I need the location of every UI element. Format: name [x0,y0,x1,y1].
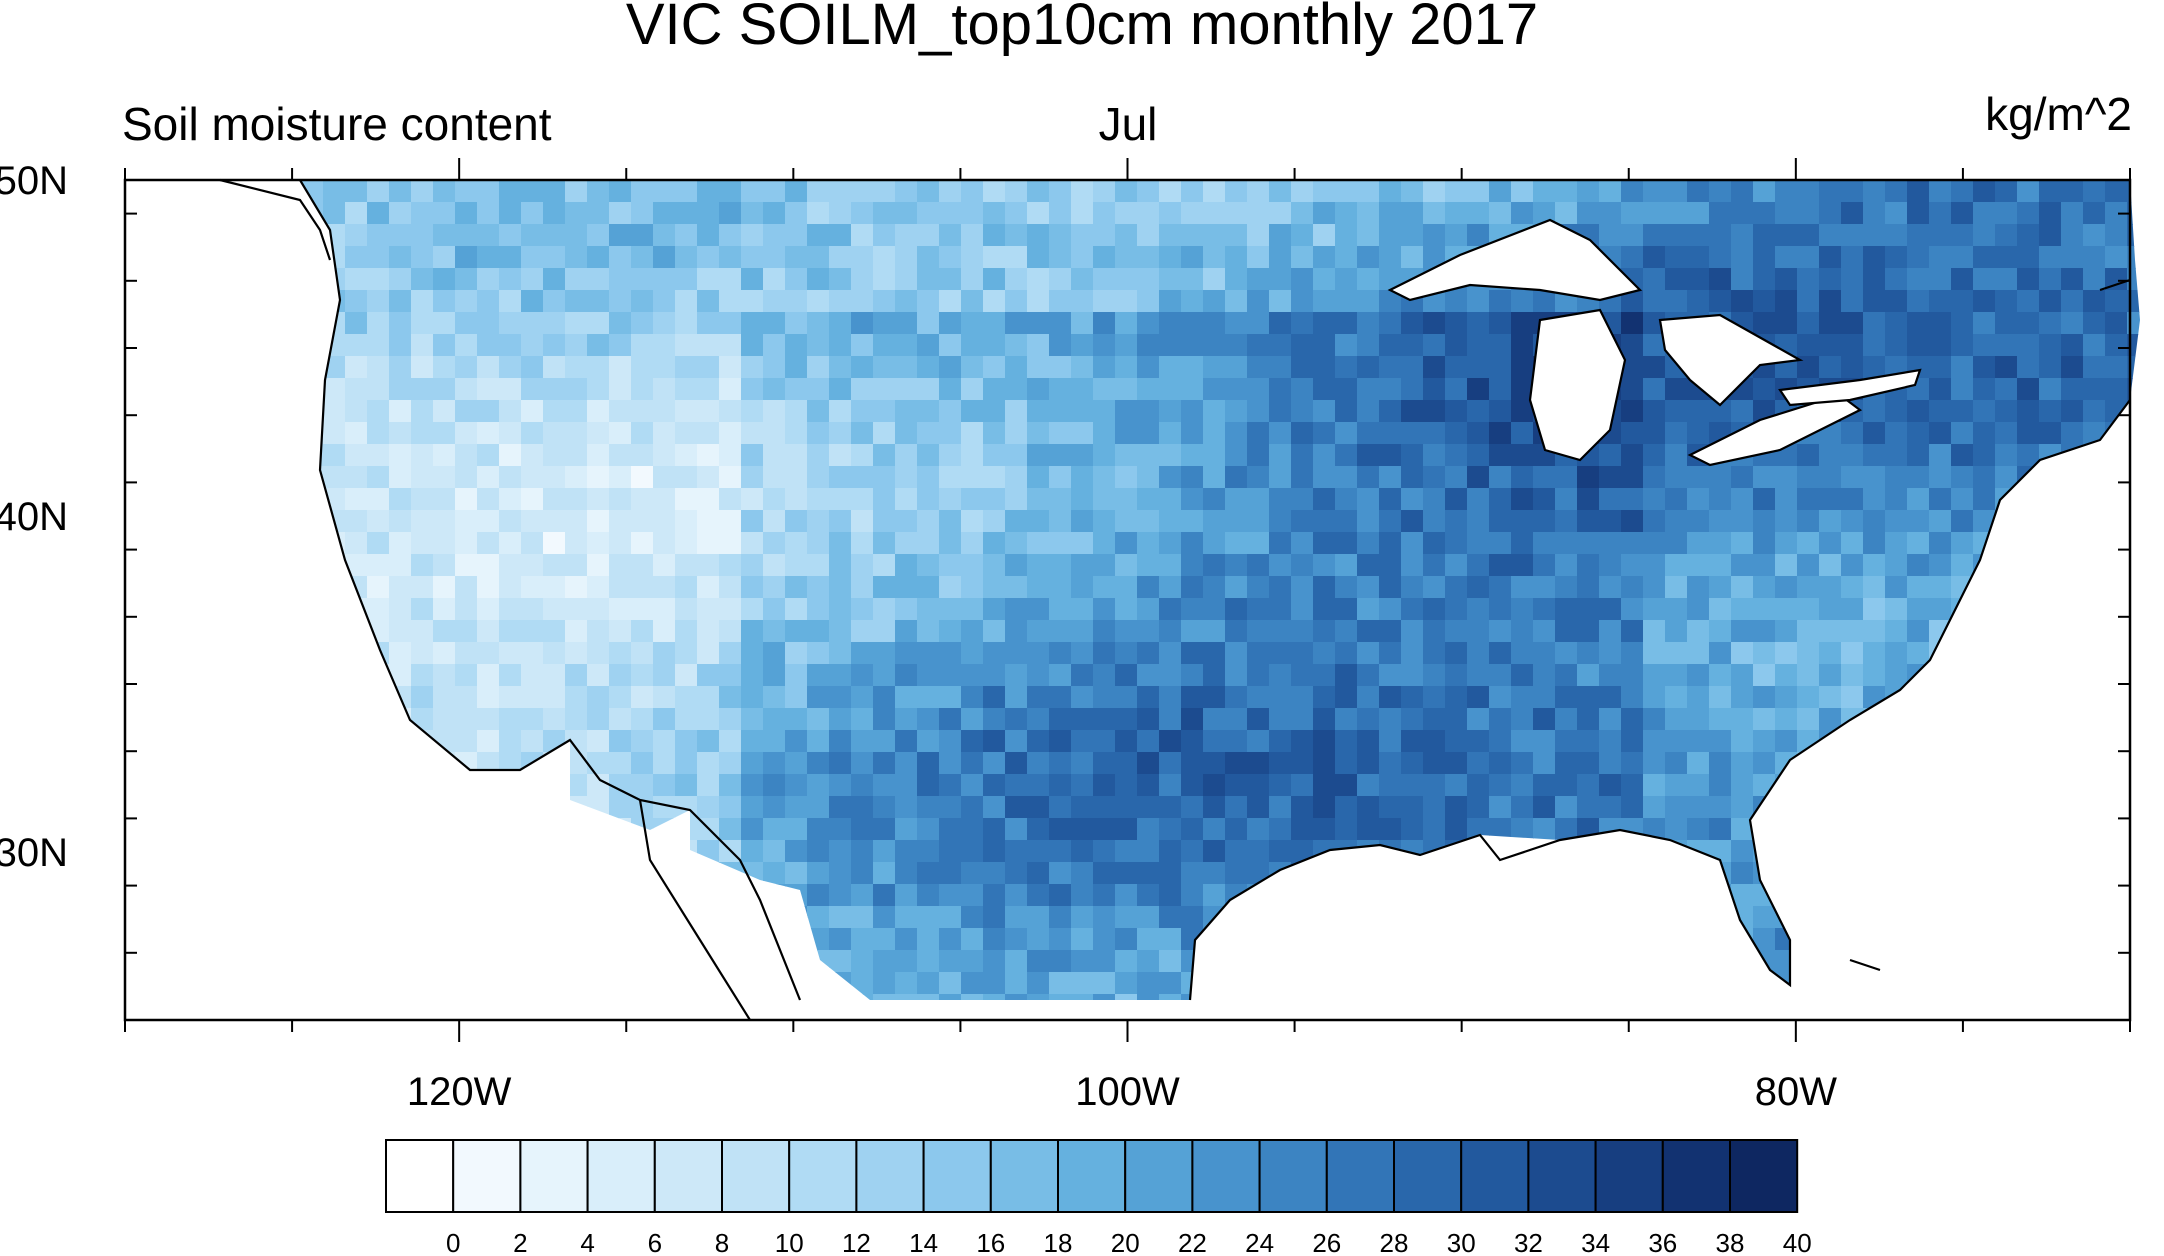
colorbar-label: 26 [1312,1228,1341,1256]
longitude-labels: 120W 100W 80W [407,1070,1837,1114]
colorbar-box [1594,1139,1664,1213]
colorbar-label: 2 [513,1228,527,1256]
colorbar-label: 24 [1245,1228,1274,1256]
colorbar-box [1729,1139,1799,1213]
great-lakes [1387,218,1922,467]
map-area: 120W 100W 80W 50N 40N 30N [0,158,2140,1114]
colorbar-label: 20 [1111,1228,1140,1256]
colorbar-box [1460,1139,1530,1213]
lon-label: 120W [407,1070,512,1114]
colorbar-label: 30 [1447,1228,1476,1256]
colorbar-label: 6 [648,1228,662,1256]
left-string: Soil moisture content [122,98,552,150]
colorbar-label: 10 [775,1228,804,1256]
colorbar-label: 22 [1178,1228,1207,1256]
lat-label: 30N [0,831,68,875]
soil-moisture-field [300,180,2140,1000]
colorbar-box [721,1139,791,1213]
lake-5 [1778,368,1922,407]
colorbar: 0 2 4 6 8 10 12 14 16 18 20 22 24 26 28 30 32 34 36 38 40 [385,1139,1812,1256]
colorbar-box [653,1139,723,1213]
colorbar-label: 40 [1783,1228,1812,1256]
lake-2 [1528,308,1627,462]
colorbar-box [586,1139,656,1213]
figure-title: VIC SOILM_top10cm monthly 2017 [626,0,1538,57]
colorbar-box [922,1139,992,1213]
colorbar-box [855,1139,925,1213]
colorbar-label: 14 [909,1228,938,1256]
lat-label: 50N [0,159,68,203]
colorbar-label: 32 [1514,1228,1543,1256]
colorbar-box [519,1139,589,1213]
lon-label: 80W [1755,1070,1837,1114]
colorbar-label: 34 [1581,1228,1610,1256]
lake-1 [1387,218,1643,302]
lat-label: 40N [0,495,68,539]
colorbar-box [1258,1139,1328,1213]
colorbar-label: 4 [580,1228,594,1256]
colorbar-box [1057,1139,1127,1213]
colorbar-label: 28 [1380,1228,1409,1256]
colorbar-label: 0 [446,1228,460,1256]
colorbar-box [788,1139,858,1213]
right-string: kg/m^2 [1985,88,2132,140]
colorbar-label: 16 [976,1228,1005,1256]
colorbar-box [1393,1139,1463,1213]
colorbar-box [989,1139,1059,1213]
colorbar-box [1191,1139,1261,1213]
colorbar-label: 8 [715,1228,729,1256]
lon-label: 100W [1075,1070,1180,1114]
axis-ticks [124,158,2131,1042]
colorbar-label: 12 [842,1228,871,1256]
colorbar-box [452,1139,522,1213]
lake-3 [1658,313,1804,407]
colorbar-box [1325,1139,1396,1213]
lake-4 [1687,393,1863,467]
center-string: Jul [1099,98,1158,150]
latitude-labels: 50N 40N 30N [0,159,68,875]
coastline [219,178,2131,1021]
colorbar-box [1527,1139,1597,1213]
colorbar-label: 36 [1648,1228,1677,1256]
colorbar-box [385,1139,455,1213]
colorbar-box [1661,1139,1732,1213]
colorbar-label: 18 [1044,1228,1073,1256]
colorbar-label: 38 [1716,1228,1745,1256]
colorbar-box [1124,1139,1194,1213]
